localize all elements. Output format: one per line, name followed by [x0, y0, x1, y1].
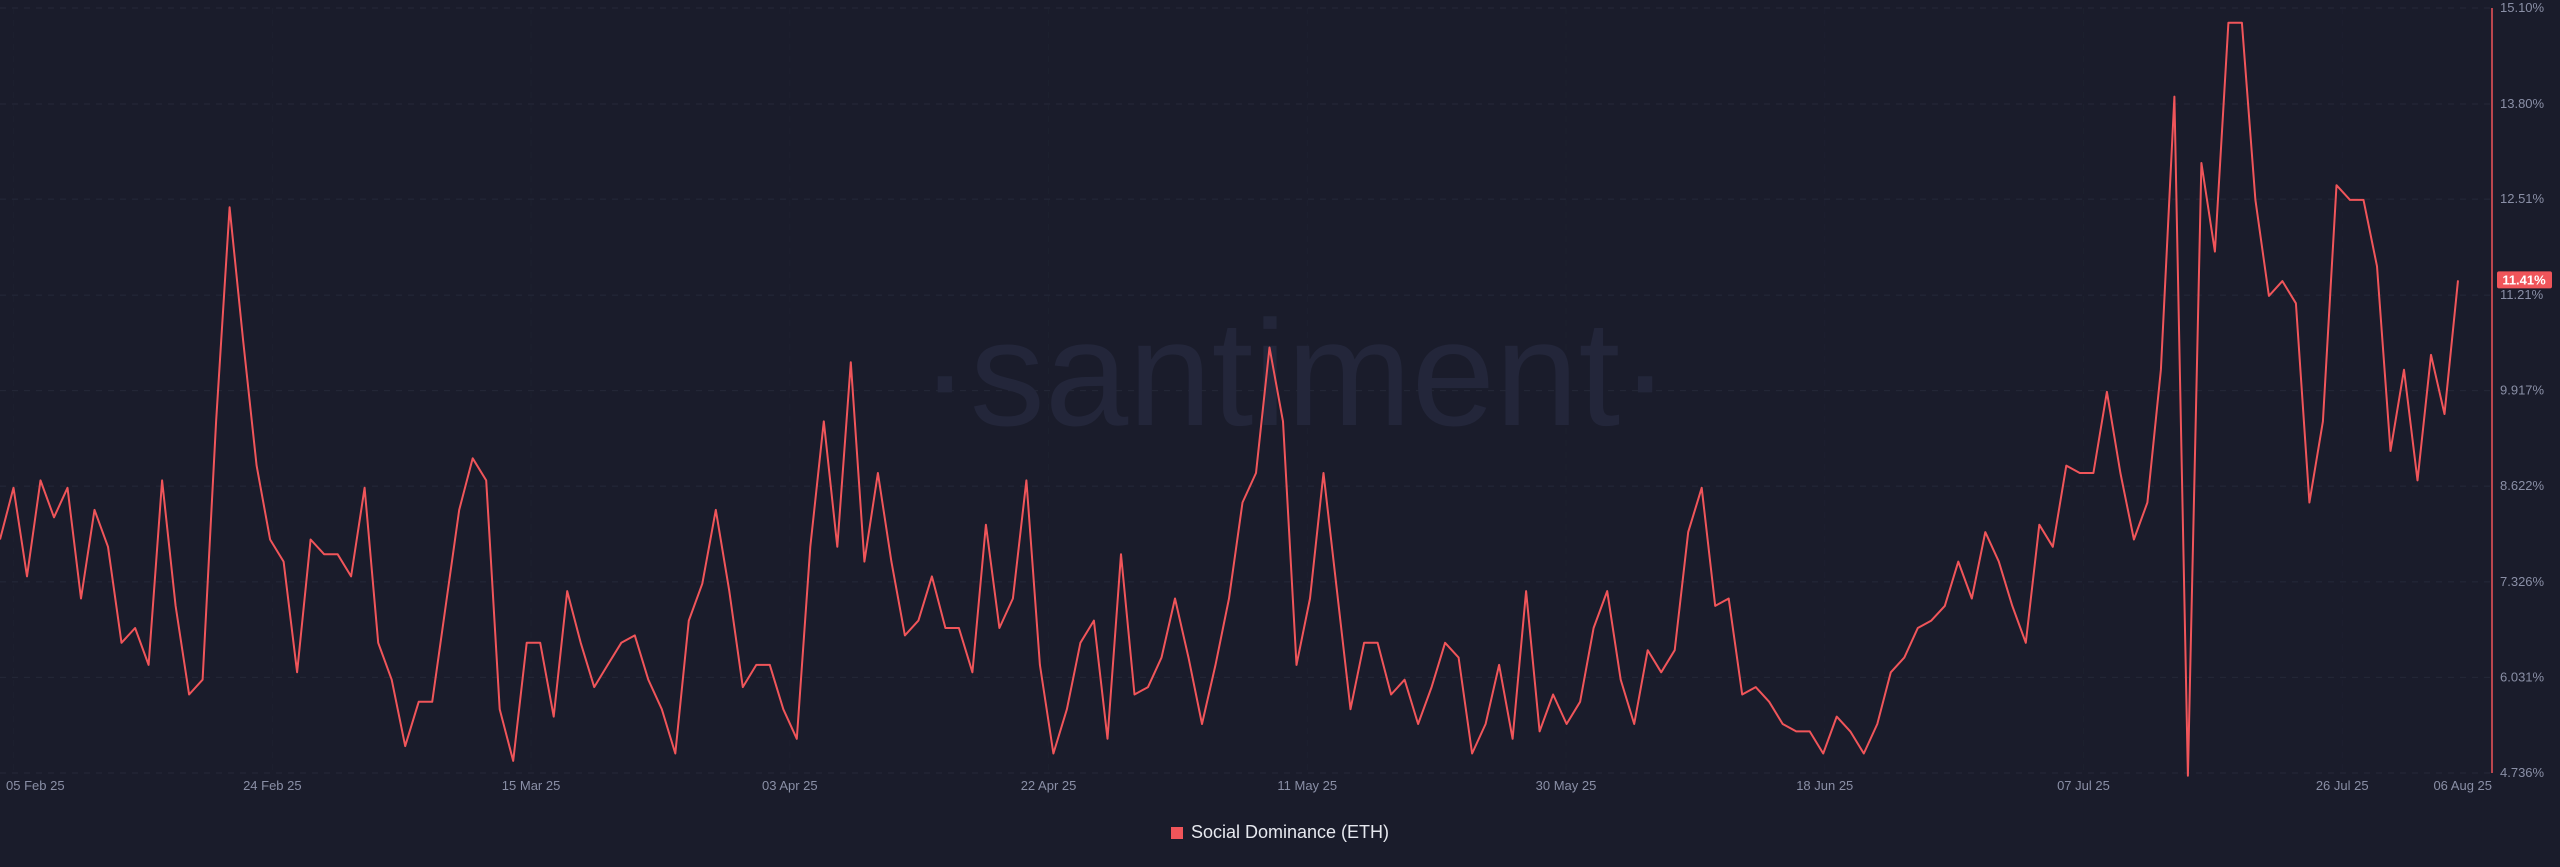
legend[interactable]: Social Dominance (ETH)	[0, 822, 2560, 843]
y-tick-label: 4.736%	[2500, 765, 2545, 780]
x-tick-label: 15 Mar 25	[502, 778, 561, 793]
x-tick-label: 06 Aug 25	[2433, 778, 2492, 793]
y-tick-label: 11.21%	[2500, 287, 2544, 302]
x-tick-label: 30 May 25	[1536, 778, 1597, 793]
legend-label: Social Dominance (ETH)	[1190, 822, 1390, 842]
santiment-watermark: ·santiment·	[920, 289, 1670, 457]
x-tick-label: 24 Feb 25	[243, 778, 302, 793]
series-social-dominance-eth	[0, 21, 2459, 777]
x-axis: 05 Feb 25 24 Feb 25 15 Mar 25 03 Apr 25 22 A…	[6, 778, 2492, 793]
series-line-social-dominance-eth	[0, 21, 2459, 777]
y-tick-label: 12.51%	[2500, 191, 2545, 206]
current-value-text: 11.41%	[2502, 272, 2546, 287]
x-tick-label: 26 Jul 25	[2316, 778, 2369, 793]
x-tick-label: 07 Jul 25	[2057, 778, 2110, 793]
y-axis: 15.10% 13.80% 12.51% 11.21% 9.917% 8.622% 7.32…	[2500, 0, 2545, 780]
y-tick-label: 8.622%	[2500, 478, 2545, 493]
y-tick-label: 15.10%	[2500, 0, 2545, 15]
current-value-marker: 11.41%	[2497, 271, 2552, 289]
x-tick-label: 03 Apr 25	[762, 778, 818, 793]
x-tick-label: 22 Apr 25	[1021, 778, 1077, 793]
x-tick-label: 11 May 25	[1277, 778, 1337, 793]
current-value-badge	[2497, 271, 2552, 289]
legend-swatch	[1170, 826, 1183, 839]
x-tick-label: 05 Feb 25	[6, 778, 65, 793]
x-tick-label: 18 Jun 25	[1796, 778, 1853, 793]
y-tick-label: 7.326%	[2500, 574, 2545, 589]
y-tick-label: 6.031%	[2500, 669, 2545, 684]
y-tick-label: 9.917%	[2500, 383, 2545, 398]
y-tick-label: 13.80%	[2500, 96, 2545, 111]
grid	[0, 7, 2493, 774]
